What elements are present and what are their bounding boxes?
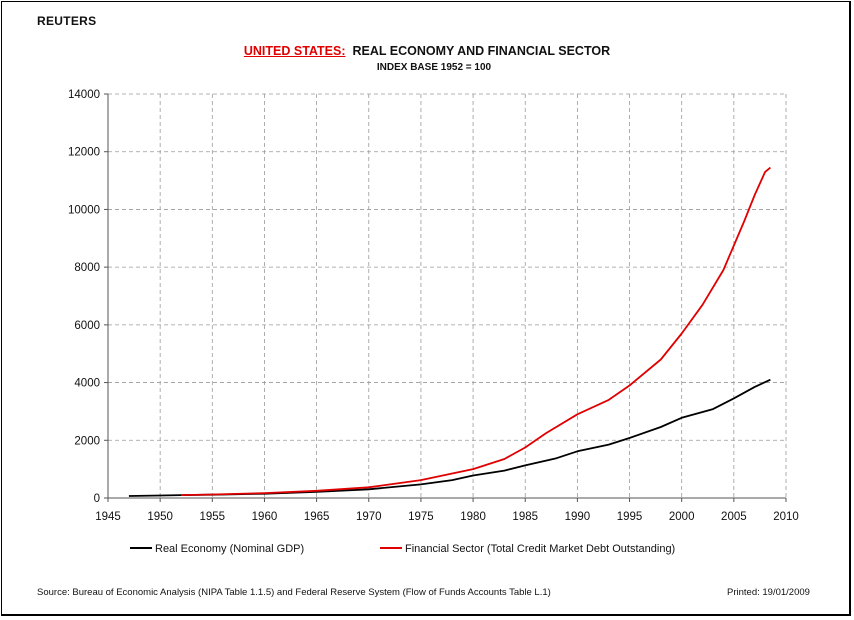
y-tick-label: 14000 xyxy=(68,89,100,101)
x-tick-label: 1955 xyxy=(200,511,226,523)
brand-label: REUTERS xyxy=(37,14,97,28)
legend-swatch-financial-sector xyxy=(380,547,402,550)
x-tick-label: 2010 xyxy=(773,511,799,523)
x-tick-label: 1960 xyxy=(252,511,278,523)
legend-label-real-economy: Real Economy (Nominal GDP) xyxy=(155,543,305,555)
x-tick-label: 1995 xyxy=(617,511,643,523)
y-tick-label: 4000 xyxy=(74,378,100,390)
y-tick-label: 10000 xyxy=(68,204,100,216)
x-tick-label: 1980 xyxy=(460,511,486,523)
y-tick-label: 8000 xyxy=(74,262,100,274)
legend-swatch-real-economy xyxy=(130,547,152,550)
chart-title-prefix: UNITED STATES: xyxy=(243,44,346,58)
grid-layer xyxy=(108,93,787,498)
x-tick-label: 1945 xyxy=(95,511,121,523)
x-tick-label: 2005 xyxy=(721,511,747,523)
legend-item-financial-sector: Financial Sector (Total Credit Market De… xyxy=(380,543,675,555)
chart-title-text: REAL ECONOMY AND FINANCIAL SECTOR xyxy=(352,44,611,58)
x-tick-label: 1950 xyxy=(147,511,173,523)
series-line-financial-sector xyxy=(180,166,771,496)
legend-label-financial-sector: Financial Sector (Total Credit Market De… xyxy=(405,543,676,555)
y-tick-label: 12000 xyxy=(68,147,100,159)
y-tick-label: 0 xyxy=(94,493,100,505)
y-tick-label: 6000 xyxy=(74,320,100,332)
chart-subtitle: INDEX BASE 1952 = 100 xyxy=(376,62,492,73)
chart-title: UNITED STATES: REAL ECONOMY AND FINANCIA… xyxy=(0,44,854,58)
y-tick-label: 2000 xyxy=(74,435,100,447)
x-tick-label: 2000 xyxy=(669,511,695,523)
legend-item-real-economy: Real Economy (Nominal GDP) xyxy=(130,543,304,555)
source-note: Source: Bureau of Economic Analysis (NIP… xyxy=(37,587,551,598)
series-layer xyxy=(128,166,771,497)
printed-date: Printed: 19/01/2009 xyxy=(727,587,810,598)
x-tick-label: 1970 xyxy=(356,511,382,523)
x-tick-label: 1990 xyxy=(565,511,591,523)
x-tick-label: 1975 xyxy=(408,511,434,523)
x-tick-label: 1985 xyxy=(512,511,538,523)
series-line-real-economy xyxy=(128,378,771,497)
axis-layer: 0 2000 4000 6000 8000 10000 12000 14000 1945 1950… xyxy=(68,89,799,523)
x-tick-label: 1965 xyxy=(304,511,330,523)
